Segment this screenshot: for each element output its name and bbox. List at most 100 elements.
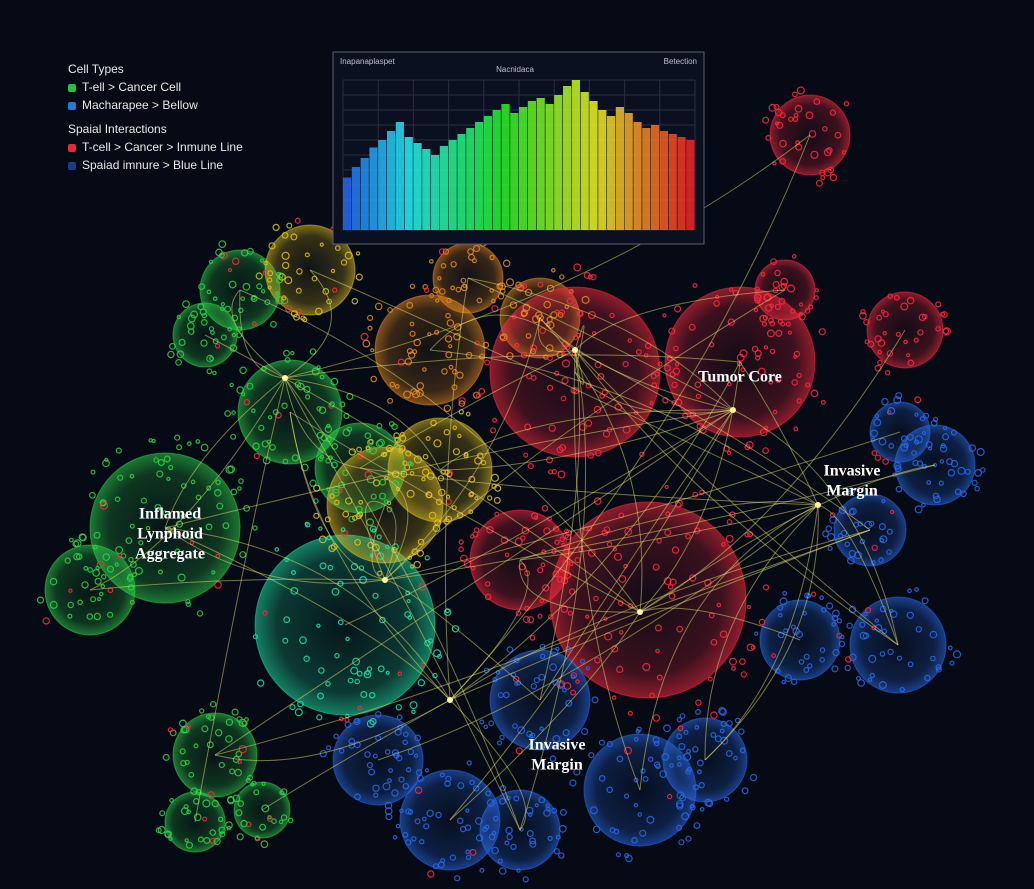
cell — [243, 399, 250, 406]
cell — [362, 339, 371, 348]
cell — [398, 444, 406, 452]
cell — [873, 418, 882, 427]
cell — [520, 351, 528, 359]
histogram-bar — [387, 131, 396, 230]
link — [359, 349, 576, 469]
cell — [99, 501, 109, 510]
legend-label: Macharapee > Bellow — [82, 98, 198, 112]
cell — [195, 439, 201, 444]
cell — [774, 269, 781, 277]
cell — [498, 867, 507, 875]
cell — [410, 388, 418, 396]
cell — [488, 720, 495, 727]
cell — [238, 307, 244, 314]
cell — [570, 689, 577, 696]
cell — [68, 537, 74, 543]
cell — [820, 399, 826, 405]
cell — [864, 607, 872, 614]
cell — [280, 814, 288, 821]
cell — [836, 618, 843, 624]
cell — [465, 849, 471, 855]
cell — [725, 750, 733, 757]
cell — [530, 683, 538, 690]
cell — [794, 104, 803, 113]
cell — [814, 288, 820, 293]
cell — [370, 493, 377, 500]
cell — [642, 775, 649, 782]
cell — [231, 410, 236, 415]
cell — [516, 868, 521, 873]
cell — [426, 809, 434, 818]
link — [444, 277, 469, 701]
cell — [239, 366, 247, 375]
cell — [556, 576, 564, 583]
cell — [94, 577, 102, 585]
link — [365, 500, 386, 581]
link — [164, 409, 734, 529]
region-label: Lynphoid — [137, 526, 203, 543]
histogram-right-label: Betection — [664, 57, 697, 66]
cell — [551, 807, 557, 814]
cell — [115, 447, 122, 454]
cell — [127, 584, 135, 591]
cell — [425, 491, 433, 499]
cell — [746, 604, 752, 610]
cell — [676, 625, 684, 633]
cell — [565, 699, 573, 707]
cell — [826, 147, 833, 154]
cell — [478, 388, 486, 395]
cell — [468, 492, 474, 498]
link — [539, 317, 643, 613]
cell — [214, 488, 222, 497]
cell — [675, 800, 684, 808]
cell — [274, 547, 280, 552]
region-label: Aggregate — [135, 546, 205, 563]
cell — [570, 674, 576, 680]
cell — [907, 661, 914, 668]
cell — [86, 613, 94, 620]
cell — [871, 450, 878, 457]
cell — [200, 339, 208, 347]
histogram-bar — [642, 128, 651, 230]
link — [449, 134, 811, 701]
cell — [384, 544, 390, 550]
cell — [903, 442, 909, 448]
cell — [692, 283, 698, 289]
cell — [424, 639, 431, 647]
cell — [200, 443, 209, 452]
cell — [318, 667, 325, 674]
link — [384, 317, 541, 581]
cell — [791, 678, 798, 686]
cell — [384, 801, 393, 810]
cell — [940, 443, 946, 449]
histogram-bar — [527, 101, 536, 230]
cell — [719, 708, 727, 716]
cell — [935, 301, 942, 308]
cell — [319, 374, 325, 380]
cell — [175, 359, 183, 366]
link — [573, 349, 641, 791]
cell — [379, 492, 387, 500]
cell — [653, 740, 660, 747]
cell — [557, 852, 565, 859]
cell — [95, 565, 100, 571]
cell — [868, 490, 874, 496]
cell — [942, 425, 948, 431]
cell — [974, 469, 983, 477]
link — [519, 504, 819, 561]
cell — [422, 367, 427, 372]
cell — [679, 713, 686, 719]
cell — [560, 395, 567, 402]
cell — [134, 566, 143, 575]
cell — [504, 840, 510, 846]
cell — [49, 600, 58, 609]
cell — [280, 296, 289, 305]
cell — [347, 677, 354, 684]
cell — [946, 458, 954, 466]
cell — [250, 782, 255, 787]
cell — [162, 510, 168, 516]
cell — [497, 858, 503, 864]
cell — [721, 542, 726, 547]
cell — [671, 381, 678, 389]
cell — [322, 288, 330, 295]
